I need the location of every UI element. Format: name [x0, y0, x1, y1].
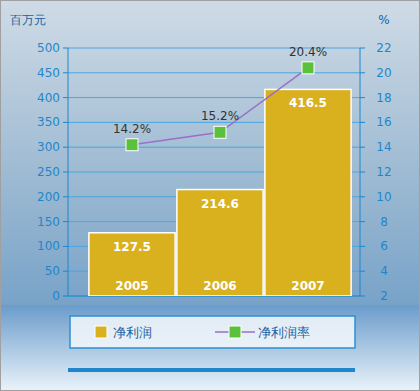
legend: 净利润 净利润率 — [70, 316, 355, 348]
y2-tick — [360, 147, 365, 148]
category-label: 2006 — [203, 279, 236, 293]
y2-tick — [360, 221, 365, 222]
bar-value-label: 127.5 — [113, 240, 151, 254]
line-value-label: 15.2% — [201, 109, 239, 123]
y-tick — [63, 246, 68, 247]
y-tick — [63, 147, 68, 148]
y2-tick — [360, 296, 365, 297]
legend-label: 净利润 — [113, 325, 152, 340]
category-label: 2005 — [115, 279, 148, 293]
legend-marker — [229, 326, 241, 338]
y-axis — [68, 48, 69, 296]
y2-tick — [360, 246, 365, 247]
y-tick-label: 200 — [37, 190, 60, 204]
y2-tick-label: 16 — [376, 115, 391, 129]
line-marker — [302, 62, 314, 74]
y2-tick — [360, 72, 365, 73]
y-tick — [63, 97, 68, 98]
y2-tick-label: 6 — [380, 239, 388, 253]
y-tick — [63, 296, 68, 297]
y2-tick — [360, 48, 365, 49]
y-tick — [63, 122, 68, 123]
bar — [177, 190, 263, 296]
y2-tick — [360, 196, 365, 197]
bar-value-label: 214.6 — [201, 197, 239, 211]
data-labels: 127.5 214.6 416.5 2005 2006 2007 14.2% 15.2% 20.… — [113, 45, 327, 293]
y-tick — [63, 172, 68, 173]
y-tick-label: 50 — [45, 264, 60, 278]
y2-tick-label: 4 — [380, 264, 388, 278]
background — [1, 1, 420, 391]
category-label: 2007 — [291, 279, 324, 293]
y-tick-label: 100 — [37, 239, 60, 253]
y2-tick — [360, 97, 365, 98]
y-tick — [63, 196, 68, 197]
y2-tick-label: 14 — [376, 140, 391, 154]
y-tick-label: 300 — [37, 140, 60, 154]
bar — [89, 233, 175, 296]
plot-marks — [89, 62, 351, 296]
legend-label: 净利润率 — [258, 325, 310, 340]
y2-axis — [360, 48, 361, 296]
y2-tick-label: 10 — [376, 190, 391, 204]
y-tick-label: 150 — [37, 215, 60, 229]
legend-swatch — [95, 326, 107, 338]
line-value-label: 20.4% — [289, 45, 327, 59]
y2-tick-label: 18 — [376, 91, 391, 105]
y-tick — [63, 72, 68, 73]
y-tick — [63, 48, 68, 49]
chart-root: 0 50 100 150 200 250 300 350 400 450 500 2 4 6 8 10 12 14… — [0, 0, 420, 391]
y2-tick-label: 12 — [376, 165, 391, 179]
y2-tick — [360, 172, 365, 173]
line — [132, 68, 308, 145]
chart-svg: 0 50 100 150 200 250 300 350 400 450 500 2 4 6 8 10 12 14… — [0, 0, 420, 391]
decor-bar — [68, 368, 355, 372]
y2-tick-label: 22 — [376, 41, 391, 55]
y-tick-label: 350 — [37, 115, 60, 129]
y-axis-title: 百万元 — [10, 13, 46, 27]
y2-tick-label: 2 — [380, 289, 388, 303]
y-tick — [63, 221, 68, 222]
background-lower — [1, 305, 419, 390]
y2-tick — [360, 271, 365, 272]
y2-tick-label: 20 — [376, 66, 391, 80]
bar — [265, 89, 351, 296]
line-marker — [214, 126, 226, 138]
y-tick — [63, 271, 68, 272]
line-marker — [126, 139, 138, 151]
grid-line — [68, 72, 360, 73]
y-tick-label: 450 — [37, 66, 60, 80]
y-tick-label: 250 — [37, 165, 60, 179]
legend-box — [70, 316, 355, 348]
line-value-label: 14.2% — [113, 122, 151, 136]
y-tick-label: 500 — [37, 41, 60, 55]
y2-tick-label: 8 — [380, 215, 388, 229]
y-tick-label: 0 — [52, 289, 60, 303]
y-tick-label: 400 — [37, 91, 60, 105]
bar-value-label: 416.5 — [289, 96, 327, 110]
y2-axis-title: % — [378, 13, 389, 27]
y2-tick — [360, 122, 365, 123]
